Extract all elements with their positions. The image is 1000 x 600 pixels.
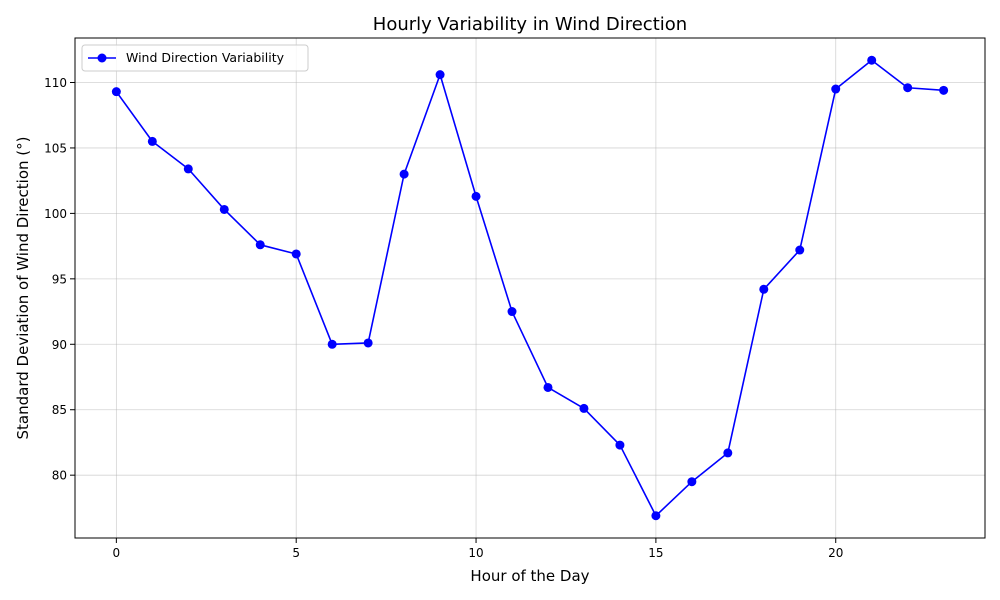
data-point [219, 204, 229, 214]
legend-marker-swatch [97, 53, 107, 63]
legend-box [81, 44, 309, 72]
y-tick-label: 100 [44, 207, 67, 221]
data-point [507, 307, 517, 317]
data-point [111, 87, 121, 97]
data-point [435, 70, 445, 80]
x-axis-title: Hour of the Day [470, 567, 589, 585]
x-tick-label: 15 [648, 546, 663, 560]
legend-label: Wind Direction Variability [126, 50, 285, 65]
grid [75, 38, 985, 538]
legend: Wind Direction Variability [81, 44, 309, 72]
data-point [579, 403, 589, 413]
data-point [291, 249, 301, 259]
x-tick-label: 5 [292, 546, 300, 560]
series-line [115, 59, 944, 517]
data-point [939, 85, 949, 95]
data-point [399, 169, 409, 179]
data-point [831, 84, 841, 94]
series-layer [111, 55, 949, 521]
y-tick-label: 85 [52, 403, 67, 417]
data-point [723, 448, 733, 458]
y-tick-label: 110 [44, 76, 67, 90]
data-point [183, 164, 193, 174]
data-point [363, 338, 373, 348]
data-point [327, 339, 337, 349]
x-tick-label: 10 [468, 546, 483, 560]
data-point [615, 440, 625, 450]
plot-frame [74, 37, 986, 539]
data-point [867, 55, 877, 65]
data-point [795, 245, 805, 255]
data-point [255, 240, 265, 250]
data-point [543, 382, 553, 392]
data-point [471, 191, 481, 201]
data-point [147, 136, 157, 146]
data-point [903, 83, 913, 93]
y-tick-label: 105 [44, 141, 67, 155]
x-tick-label: 20 [828, 546, 843, 560]
data-point [759, 284, 769, 294]
data-point [687, 477, 697, 487]
chart-title: Hourly Variability in Wind Direction [373, 14, 687, 35]
y-tick-label: 95 [52, 272, 67, 286]
data-point [651, 511, 661, 521]
y-tick-label: 80 [52, 469, 67, 483]
y-axis-title: Standard Deviation of Wind Direction (°) [14, 137, 32, 440]
ticks: 0 5 10 15 20 80 85 90 95 100 105 110 [44, 76, 843, 560]
y-tick-label: 90 [52, 338, 67, 352]
x-tick-label: 0 [113, 546, 121, 560]
